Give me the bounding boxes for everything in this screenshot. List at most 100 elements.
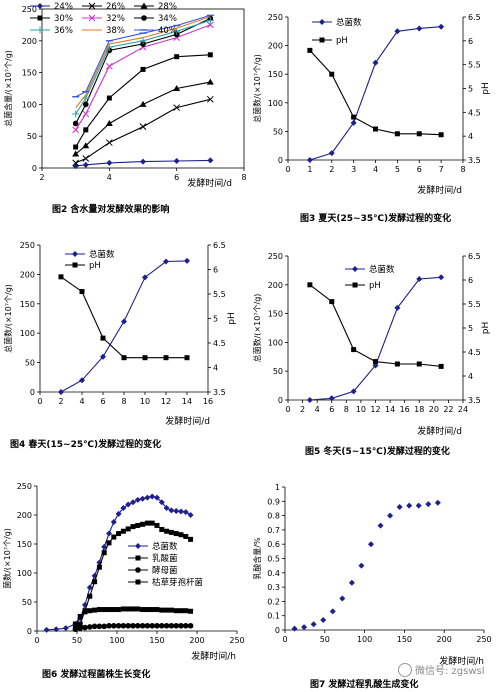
- fig2-series-8: [72, 14, 214, 98]
- fig2-y-tick-label-5: 250: [22, 5, 37, 14]
- fig5-series-1: [307, 282, 444, 369]
- fig7-x-tick-label-3: 150: [397, 635, 412, 644]
- fig7-series-0-point-8: [367, 541, 374, 548]
- fig6-series-1-point-4: [92, 579, 98, 585]
- fig6-series-2-point-11: [125, 622, 131, 629]
- fig2-caption: 图2 含水量对发酵效果的影响: [52, 205, 170, 215]
- fig2-series-3-point-3: [140, 66, 146, 72]
- fig5-x-tick-label-6: 12: [370, 405, 380, 414]
- fig6-series-1: [72, 520, 194, 631]
- fig5-series-0-point-2: [350, 388, 357, 395]
- fig2-series-6-line: [75, 19, 211, 115]
- fig6-series-3-point-21: [173, 608, 179, 614]
- fig3-y2-tick-label-5: 6: [468, 37, 473, 46]
- fig2-legend-label-4: 32%: [106, 14, 125, 24]
- fig3-series-0-point-6: [438, 23, 445, 30]
- fig3-y2-axis-label: pH: [481, 82, 491, 94]
- fig6-series-2-point-8: [111, 622, 117, 629]
- fig6-legend-label-2: 酵母菌: [152, 565, 178, 576]
- fig5-x-tick-label-2: 4: [315, 405, 320, 414]
- fig6-x-tick-label-5: 250: [229, 636, 244, 645]
- fig5-y2-tick-label-0: 3.5: [468, 396, 481, 405]
- fig2-series-1: [72, 95, 214, 167]
- watermark: 微信号: zgswsl: [398, 662, 485, 677]
- fig6-series-1-point-19: [164, 528, 170, 534]
- fig5-y-tick-label-4: 200: [268, 281, 283, 290]
- fig6-series-3-point-24: [188, 608, 194, 614]
- fig2-series-5-point-0: [72, 120, 79, 127]
- fig6-series-2-point-12: [130, 622, 136, 629]
- fig4-x-tick-label-2: 4: [79, 397, 84, 406]
- fig2-legend-label-0: 24%: [54, 2, 73, 12]
- fig3-y2-tick-label-4: 5.5: [468, 61, 481, 70]
- fig6-legend-marker-2: [135, 567, 141, 573]
- fig5-series-1-point-5: [416, 361, 422, 367]
- fig5-y-tick-label-3: 150: [268, 310, 283, 319]
- fig2-series-4-point-0: [72, 126, 80, 134]
- fig2-series-0: [72, 157, 214, 170]
- fig6-legend-label-3: 枯草芽孢杆菌: [152, 577, 203, 588]
- fig6-series-2-point-14: [139, 622, 146, 629]
- fig6-series-3-point-23: [183, 608, 189, 614]
- fig3-y2-tick-label-0: 3.5: [468, 156, 481, 165]
- fig6-series-3-point-2: [82, 609, 88, 615]
- fig3-x-tick-label-0: 0: [285, 165, 290, 174]
- fig2-series-5-point-1: [82, 101, 89, 108]
- fig6-series-2-point-4: [91, 623, 98, 630]
- fig6-series-3-point-18: [159, 607, 165, 613]
- fig4-y2-tick-label-2: 4.5: [213, 339, 226, 348]
- fig6-chart: 0 50 100 150 200 250 0 50 100 150 200 250 发酵时间/h 菌数/(…: [2, 482, 245, 662]
- fig7-y-tick-label-2: 0.2: [267, 597, 280, 606]
- fig4-x-tick-label-7: 14: [182, 397, 192, 406]
- fig6-y-tick-label-1: 50: [22, 598, 32, 607]
- fig2-x-tick-label-2: 6: [174, 173, 179, 182]
- fig2-panel: 2 4 6 8 0 50 100 150 200 250 发酵时间/d 总菌含量/(×10⁷个/g) 2…: [0, 0, 250, 205]
- fig6-series-0-point-18: [144, 494, 151, 501]
- fig2-series-2-point-1: [82, 142, 90, 149]
- fig2-series-1-point-0: [72, 159, 80, 167]
- fig5-x-tick-label-5: 10: [356, 405, 366, 414]
- fig7-series-0-point-1: [301, 624, 308, 631]
- fig7-x-tick-label-4: 200: [437, 635, 452, 644]
- fig6-series-2-point-7: [106, 622, 112, 629]
- fig6-series-1-point-24: [188, 536, 194, 542]
- fig5-y2-tick-label-6: 6.5: [468, 252, 481, 261]
- fig4-series-1-point-3: [121, 355, 127, 361]
- fig2-series-7: [75, 16, 211, 108]
- fig7-panel: 0 50 100 150 200 250 0 0.1 0.2 0.3 0.4 0.5 0.6 0.7 0.8…: [250, 464, 499, 674]
- fig2-series-3-point-2: [106, 95, 112, 101]
- fig5-y2-tick-label-3: 5: [468, 324, 473, 333]
- fig4-caption: 图4 春天(15~25℃)发酵过程的变化: [10, 440, 162, 450]
- fig3-x-axis-label: 发酵时间/d: [417, 184, 462, 196]
- fig6-series-3-point-3: [87, 608, 93, 614]
- fig6-series-1-point-21: [173, 531, 179, 537]
- fig2-series-1-line: [75, 98, 211, 164]
- fig3-legend-label-0: 总菌数: [336, 17, 362, 28]
- fig3-series-0-line: [309, 26, 442, 161]
- fig2-legend-marker-5: [141, 15, 147, 21]
- fig5-x-tick-label-0: 0: [285, 405, 290, 414]
- fig2-plot-frame: [41, 8, 245, 169]
- fig5-x-tick-label-1: 2: [300, 405, 305, 414]
- fig5-axes: 0 2 4 6 8 10 12 14 16 18 20 22 240501001502002503.54…: [252, 252, 491, 437]
- fig6-series-0-point-21: [158, 499, 165, 506]
- fig5-y-axis-label: 总菌数/(×10⁷个/g): [252, 294, 262, 363]
- fig5-series-1-point-0: [307, 282, 313, 288]
- fig6-legend-label-1: 乳酸菌: [152, 553, 178, 564]
- fig6-series-1-point-13: [135, 522, 141, 528]
- fig2-x-tick-label-3: 8: [241, 173, 246, 182]
- fig6-series-2-point-17: [154, 622, 160, 629]
- fig6-x-axis-label: 发酵时间/h: [191, 650, 236, 662]
- fig6-series-3-point-0: [72, 621, 78, 627]
- fig5-chart: 0 2 4 6 8 10 12 14 16 18 20 22 240501001502002503.54…: [252, 252, 491, 437]
- fig4-y-tick-label-5: 250: [20, 241, 35, 250]
- fig6-series-3-point-14: [140, 607, 146, 613]
- fig6-series-0-point-17: [139, 495, 146, 502]
- fig3-legend: 总菌数 pH: [312, 17, 362, 46]
- fig2-series-2-point-4: [173, 85, 181, 91]
- fig2-series-0-point-3: [140, 158, 146, 165]
- fig6-series-0-point-27: [187, 512, 194, 518]
- fig5-y-tick-label-1: 50: [273, 367, 283, 376]
- fig6-series-2-point-24: [187, 622, 194, 629]
